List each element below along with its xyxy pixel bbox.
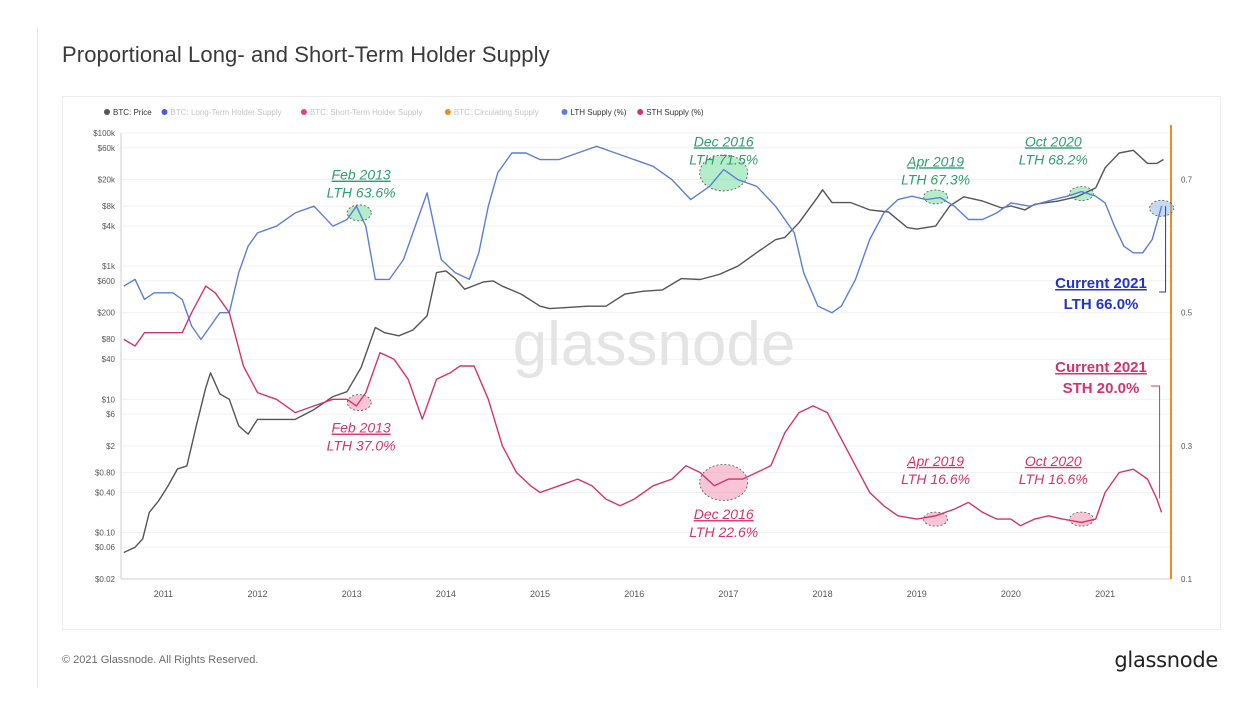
legend-item[interactable]: BTC: Price bbox=[113, 108, 152, 117]
y-left-tick-label: $600 bbox=[97, 277, 115, 286]
annotation-date: Feb 2013 bbox=[332, 167, 391, 183]
annotation-value: LTH 16.6% bbox=[901, 471, 970, 487]
x-tick-label: 2019 bbox=[907, 589, 927, 599]
y-right-tick-label: 0.7 bbox=[1181, 176, 1193, 185]
y-left-tick-label: $0.10 bbox=[95, 528, 116, 537]
x-tick-label: 2014 bbox=[436, 589, 456, 599]
y-left-tick-label: $0.80 bbox=[95, 468, 116, 477]
x-tick-label: 2018 bbox=[813, 589, 833, 599]
callout-sth-title: Current 2021 bbox=[1055, 359, 1147, 376]
legend-item[interactable]: BTC: Short-Term Holder Supply bbox=[310, 108, 422, 117]
y-left-tick-label: $2 bbox=[106, 442, 115, 451]
legend-item[interactable]: BTC: Long-Term Holder Supply bbox=[171, 108, 282, 117]
annotation-value: LTH 67.3% bbox=[901, 171, 970, 187]
y-left-tick-label: $6 bbox=[106, 410, 115, 419]
annotation-date: Feb 2013 bbox=[332, 420, 391, 436]
highlight-ellipse bbox=[699, 464, 749, 501]
callout-sth-value: STH 20.0% bbox=[1063, 380, 1140, 397]
watermark-text: glassnode bbox=[513, 310, 796, 379]
y-left-tick-label: $0.06 bbox=[95, 543, 116, 552]
page-left-rule bbox=[37, 28, 38, 688]
x-tick-label: 2015 bbox=[530, 589, 550, 599]
btc-price-line bbox=[123, 149, 1164, 554]
legend-item[interactable]: STH Supply (%) bbox=[646, 108, 704, 117]
chart-svg: $100k $60k $20k $8k $4k $1k $600 $200 $80 $40 $10 $… bbox=[93, 108, 1193, 599]
callout-sth-connector bbox=[1151, 385, 1161, 499]
x-tick-label: 2012 bbox=[248, 589, 268, 599]
y-left-tick-label: $10 bbox=[102, 395, 116, 404]
legend-marker bbox=[161, 109, 168, 115]
lth-supply-line bbox=[123, 145, 1163, 341]
annotation-value: LTH 37.0% bbox=[327, 438, 396, 454]
page-title: Proportional Long- and Short-Term Holder… bbox=[62, 42, 550, 67]
glassnode-logo[interactable]: glassnode bbox=[1114, 648, 1218, 672]
sth-supply-line bbox=[123, 285, 1163, 527]
x-tick-label: 2016 bbox=[624, 589, 644, 599]
legend-marker bbox=[444, 109, 451, 115]
highlight-ellipse bbox=[923, 189, 948, 205]
annotation-date: Oct 2020 bbox=[1025, 453, 1082, 469]
callout-lth-title: Current 2021 bbox=[1055, 275, 1147, 292]
highlight-ellipse bbox=[1069, 511, 1094, 527]
x-tick-label: 2013 bbox=[342, 589, 362, 599]
y-left-tick-label: $200 bbox=[97, 309, 115, 318]
y-right-tick-label: 0.5 bbox=[1181, 309, 1193, 318]
annotation-value: LTH 63.6% bbox=[327, 185, 396, 201]
y-left-tick-label: $40 bbox=[102, 355, 116, 364]
legend-marker bbox=[300, 109, 307, 115]
x-tick-label: 2011 bbox=[154, 589, 173, 599]
annotation-date: Oct 2020 bbox=[1025, 133, 1082, 149]
annotation-value: LTH 71.5% bbox=[689, 151, 758, 167]
x-tick-label: 2021 bbox=[1095, 589, 1115, 599]
y-left-tick-label: $4k bbox=[102, 222, 116, 231]
legend-marker bbox=[637, 109, 644, 115]
y-right-tick-label: 0.3 bbox=[1181, 442, 1193, 451]
annotation-value: LTH 16.6% bbox=[1019, 471, 1088, 487]
callout-lth-connector bbox=[1159, 206, 1167, 293]
y-left-tick-label: $100k bbox=[93, 129, 116, 138]
annotation-value: LTH 68.2% bbox=[1019, 151, 1088, 167]
highlight-ellipse bbox=[1069, 186, 1094, 201]
y-left-tick-label: $1k bbox=[102, 262, 116, 271]
legend-item[interactable]: BTC: Circulating Supply bbox=[454, 108, 539, 117]
legend-marker bbox=[561, 109, 568, 115]
y-left-tick-label: $8k bbox=[102, 202, 116, 211]
annotation-date: Dec 2016 bbox=[694, 506, 754, 522]
annotation-date: Apr 2019 bbox=[906, 153, 964, 169]
callout-lth-value: LTH 66.0% bbox=[1064, 296, 1139, 313]
y-left-tick-label: $80 bbox=[102, 335, 116, 344]
legend-item[interactable]: LTH Supply (%) bbox=[571, 108, 627, 117]
annotation-value: LTH 22.6% bbox=[689, 524, 758, 540]
highlight-ellipse bbox=[923, 511, 948, 527]
y-left-tick-label: $0.02 bbox=[95, 575, 116, 584]
annotation-date: Apr 2019 bbox=[906, 453, 964, 469]
y-left-tick-label: $60k bbox=[98, 144, 116, 153]
y-right-tick-label: 0.1 bbox=[1181, 575, 1193, 584]
y-left-tick-label: $20k bbox=[98, 176, 116, 185]
highlight-ellipse bbox=[699, 154, 749, 192]
legend-marker bbox=[104, 109, 110, 115]
y-left-tick-label: $0.40 bbox=[95, 488, 116, 497]
annotation-date: Dec 2016 bbox=[694, 133, 754, 149]
x-tick-label: 2017 bbox=[718, 589, 738, 599]
x-tick-label: 2020 bbox=[1001, 589, 1021, 599]
chart-card: $100k $60k $20k $8k $4k $1k $600 $200 $80 $40 $10 $… bbox=[62, 96, 1221, 630]
copyright-text: © 2021 Glassnode. All Rights Reserved. bbox=[62, 654, 259, 666]
